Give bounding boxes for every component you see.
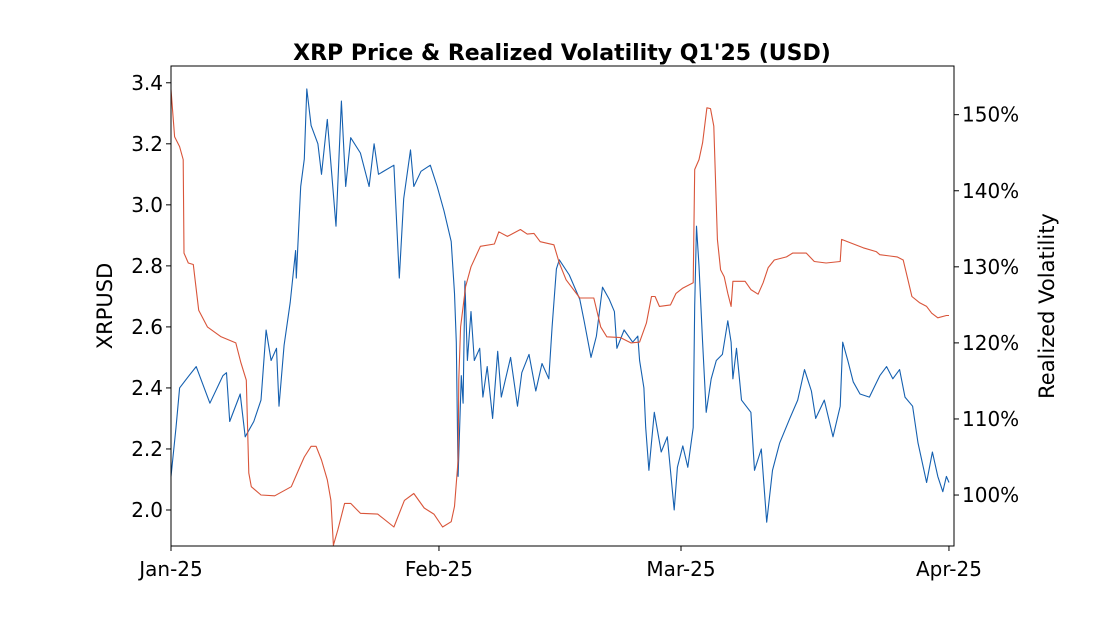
y-tick-label: 2.2 bbox=[131, 437, 163, 461]
y2-tick-label: 120% bbox=[962, 331, 1019, 355]
y-tick-label: 2.4 bbox=[131, 376, 163, 400]
y2-axis-label: Realized Volatility bbox=[1035, 213, 1059, 399]
price-line bbox=[170, 88, 950, 523]
y-axis-label: XRPUSD bbox=[93, 263, 117, 350]
y2-tick-label: 100% bbox=[962, 483, 1019, 507]
y2-tick-label: 130% bbox=[962, 255, 1019, 279]
y2-tick-label: 150% bbox=[962, 103, 1019, 127]
y2-tick-label: 140% bbox=[962, 179, 1019, 203]
x-tick-label: Feb-25 bbox=[405, 557, 473, 581]
x-tick-label: Jan-25 bbox=[137, 557, 203, 581]
y-tick-label: 2.6 bbox=[131, 315, 163, 339]
chart-title: XRP Price & Realized Volatility Q1'25 (U… bbox=[293, 41, 831, 66]
x-tick-label: Mar-25 bbox=[646, 557, 715, 581]
y-tick-label: 3.0 bbox=[131, 193, 163, 217]
x-tick-label: Apr-25 bbox=[916, 557, 982, 581]
volatility-line bbox=[170, 89, 949, 546]
y2-tick-label: 110% bbox=[962, 407, 1019, 431]
plot-frame bbox=[170, 65, 955, 547]
y-tick-label: 3.2 bbox=[131, 132, 163, 156]
y-tick-label: 2.8 bbox=[131, 254, 163, 278]
y-tick-label: 2.0 bbox=[131, 498, 163, 522]
y-tick-label: 3.4 bbox=[131, 71, 163, 95]
plot-area: Jan-25 Feb-25 Mar-25 Apr-25 2.0 2.2 2.4 2.6 2.8 3… bbox=[131, 65, 1019, 581]
